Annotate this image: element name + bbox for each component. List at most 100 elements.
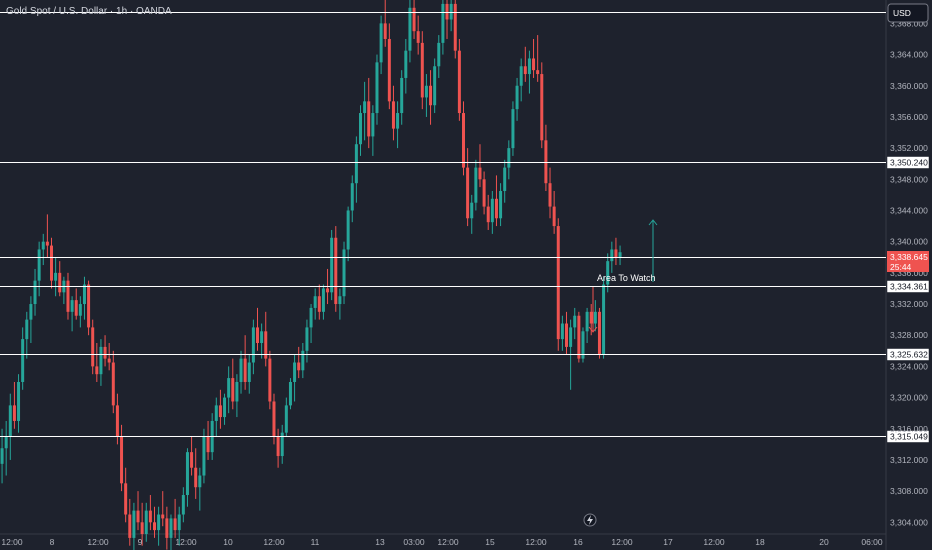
bar-countdown-label: 25:44 [890, 262, 912, 272]
candle [103, 335, 107, 367]
level-price-label: 3,334.361 [886, 280, 930, 293]
time-tick-label: 9 [138, 537, 143, 547]
candle [359, 105, 362, 156]
candle [293, 354, 297, 402]
candle [494, 175, 498, 227]
time-tick-label: 11 [311, 537, 320, 547]
down-arrow-icon [588, 287, 598, 333]
time-tick-label: 20 [819, 537, 829, 547]
candle [169, 514, 173, 550]
candle [99, 339, 103, 386]
price-tick-label: 3,340.000 [890, 237, 928, 247]
candle [301, 343, 305, 379]
candle [371, 105, 375, 156]
candle [144, 502, 148, 542]
candle [305, 319, 309, 363]
candle [503, 159, 507, 203]
candle [185, 448, 189, 507]
candle [12, 381, 16, 429]
candle [148, 495, 152, 531]
candle [276, 428, 280, 468]
candle [33, 268, 37, 316]
candle [573, 307, 577, 340]
candle [449, 0, 453, 32]
candle [462, 101, 465, 176]
time-tick-label: 13 [375, 537, 385, 547]
candle [95, 343, 99, 382]
candle [17, 374, 21, 433]
candle [41, 233, 45, 266]
time-tick-label: 12:00 [1, 537, 23, 547]
candle [132, 502, 136, 550]
candle [482, 171, 486, 215]
annotation-area-to-watch[interactable]: Area To Watch [597, 273, 656, 283]
time-tick-label: 12:00 [437, 537, 459, 547]
candle [239, 350, 243, 394]
candle [136, 491, 140, 531]
candle [527, 50, 531, 94]
time-tick-label: 12:00 [87, 537, 109, 547]
svg-text:3,334.361: 3,334.361 [890, 282, 928, 292]
candle [87, 280, 91, 336]
svg-text:3,350.240: 3,350.240 [890, 158, 928, 168]
time-tick-label: 17 [663, 537, 673, 547]
candle [400, 70, 404, 125]
candle [606, 253, 610, 293]
candle [21, 327, 25, 390]
candle [515, 77, 519, 121]
candle [540, 62, 544, 149]
candle [523, 46, 527, 82]
candle [227, 366, 231, 414]
time-tick-label: 06:00 [861, 537, 883, 547]
candle [256, 307, 259, 351]
candle [466, 148, 470, 227]
time-axis-ticks: 12:00 8 12:00 9 12:00 10 12:00 11 13 03:00 12:00 15… [1, 537, 883, 547]
time-tick-label: 16 [573, 537, 583, 547]
candle [288, 378, 292, 410]
price-tick-label: 3,360.000 [890, 81, 928, 91]
up-arrow-icon [648, 219, 658, 282]
candle [74, 288, 78, 320]
candle [507, 140, 511, 180]
candle [367, 77, 371, 149]
candle [338, 288, 342, 320]
price-axis-ticks: 3,368.000 3,364.000 3,360.000 3,356.000 3,35… [890, 18, 928, 527]
candle [581, 327, 585, 363]
candle [165, 506, 169, 550]
candle [511, 101, 515, 156]
candle [614, 237, 618, 266]
lightning-icon[interactable] [583, 513, 597, 527]
candle [346, 206, 350, 262]
candle [124, 467, 128, 523]
candle [206, 420, 210, 460]
candle [387, 23, 391, 110]
currency-badge-box[interactable] [887, 3, 929, 23]
candle [268, 350, 272, 410]
price-axis-background [886, 0, 932, 550]
candle [548, 167, 552, 219]
time-tick-label: 12:00 [525, 537, 547, 547]
candle [375, 54, 379, 125]
candle [379, 15, 383, 75]
candle [0, 428, 4, 484]
candle [424, 74, 428, 117]
chart-title: Gold Spot / U.S. Dollar · 1h · OANDA [6, 6, 172, 17]
candle [445, 0, 449, 39]
candle [223, 393, 227, 425]
candle [177, 506, 181, 546]
candle [437, 35, 441, 78]
time-tick-label: 12:00 [175, 537, 197, 547]
candle [560, 315, 564, 351]
candle [198, 467, 202, 511]
price-tick-label: 3,344.000 [890, 205, 928, 215]
candle [433, 58, 437, 114]
candle [474, 159, 478, 211]
candle [235, 374, 239, 418]
candle [4, 420, 8, 476]
currency-badge[interactable]: USD [893, 8, 911, 18]
candle [536, 35, 540, 82]
candle [602, 276, 606, 359]
candle [284, 397, 288, 437]
